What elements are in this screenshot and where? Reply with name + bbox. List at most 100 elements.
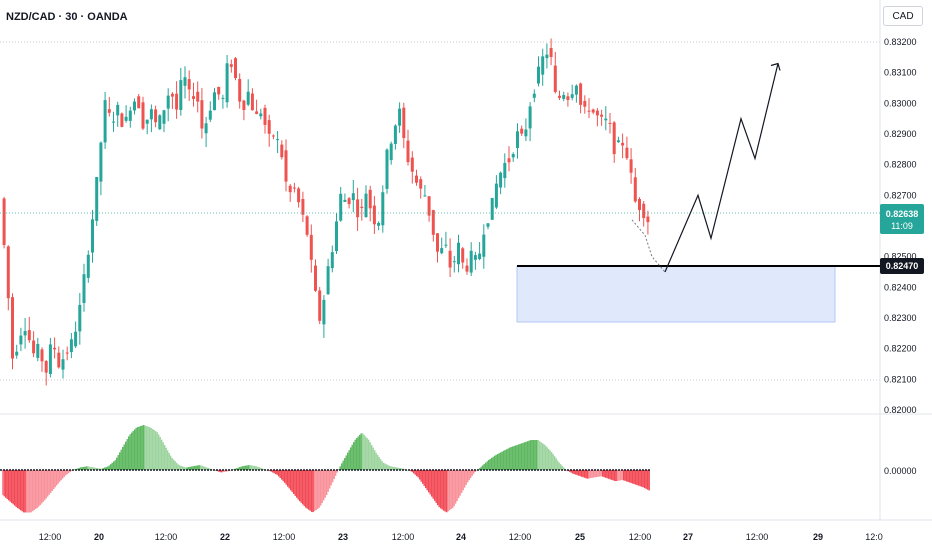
osc-bar [183,466,185,470]
osc-bar [102,468,104,470]
osc-bar [111,462,113,470]
osc-bar [29,470,31,513]
candle-body [595,110,599,116]
candle [314,259,317,292]
candle-body [234,58,237,78]
time-tick-label: 29 [813,532,823,542]
osc-bar [605,470,607,478]
candle [570,84,574,101]
candle [103,92,107,149]
osc-bar [494,455,496,470]
osc-bar [626,470,628,482]
osc-bar [126,439,128,470]
candle-body [183,77,187,86]
osc-bar [257,466,259,470]
osc-bar [107,466,109,470]
osc-bar [546,447,548,470]
osc-bar [248,465,250,470]
candle [225,55,229,108]
osc-bar [476,470,478,471]
projection-solid-leg[interactable] [664,63,779,273]
candle [36,337,40,362]
candle-body [549,48,553,57]
osc-bar [618,470,620,481]
price-tick-label: 0.82400 [884,282,917,292]
osc-bar [165,447,167,470]
osc-bar [393,467,395,470]
candle-body [494,183,498,208]
osc-bar [380,459,382,470]
support-zone[interactable] [516,265,836,323]
osc-bar [452,470,454,509]
candle-body [524,129,528,137]
projection-path[interactable] [631,62,781,273]
osc-bar [515,445,517,470]
osc-bar [158,434,160,470]
osc-bar [552,454,554,470]
candle [528,102,532,142]
candle-body [406,140,410,163]
last-price-value: 0.82638 [886,209,919,219]
candle [621,133,625,159]
candle [27,316,31,343]
osc-bar [623,470,625,481]
osc-bar [437,470,439,506]
candle-body [461,248,465,263]
osc-bar [246,465,248,470]
osc-bar [189,466,191,470]
currency-badge[interactable]: CAD [883,6,923,26]
candle-body [204,123,208,134]
candle-body [566,96,570,100]
osc-bar [527,441,529,470]
osc-bar [98,468,100,470]
candle-body [192,96,195,99]
candle-body [431,210,435,235]
osc-bar [498,453,500,470]
osc-bar [6,470,8,499]
osc-bar [44,470,46,501]
candle-body [263,107,267,125]
osc-bar [501,451,503,470]
osc-bar [621,470,623,481]
osc-bar [399,468,401,470]
osc-bar [285,470,287,485]
osc-bar [513,445,515,470]
candle [217,86,221,100]
candle [6,245,10,311]
osc-bar [525,441,527,470]
osc-bar [638,470,640,486]
osc-bar [224,470,226,472]
osc-bar [357,436,359,470]
osc-bar [113,461,115,470]
candle-body [339,193,343,221]
candle [145,119,149,135]
candle-body [616,140,620,143]
candle-body [200,100,204,129]
candle-body [612,122,616,155]
candle-body [452,261,456,263]
candle [246,79,250,107]
osc-bar [324,470,326,498]
osc-bar [296,470,298,498]
candle-body [351,193,355,201]
osc-bar [438,470,440,508]
osc-bar [540,442,542,470]
candle [516,123,519,159]
osc-bar [500,452,502,470]
symbol-title[interactable]: NZD/CAD · 30 · OANDA [6,11,128,23]
osc-bar [413,470,415,474]
candle-body [116,104,120,116]
osc-bar [557,460,559,470]
osc-bar [612,470,614,481]
price-tick-label: 0.82200 [884,344,917,354]
osc-bar [32,470,34,512]
osc-bar [578,470,580,476]
osc-bar [443,470,445,511]
osc-bar [33,470,35,511]
osc-bar [410,470,412,472]
osc-bar [5,470,7,498]
candle-body [120,113,124,127]
candle [356,187,360,231]
